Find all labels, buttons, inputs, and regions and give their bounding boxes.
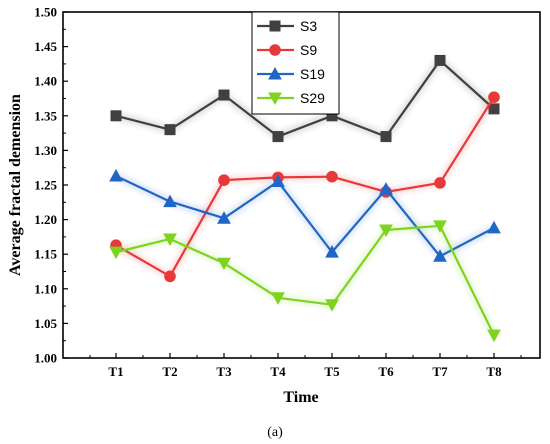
legend-entry-s19: S19 xyxy=(257,66,325,82)
legend-entry-s3: S3 xyxy=(257,18,317,34)
figure-caption: (a) xyxy=(267,425,283,440)
data-point-s9 xyxy=(218,174,230,186)
x-tick-label: T7 xyxy=(432,364,448,379)
legend-marker xyxy=(268,92,282,106)
data-point-s29 xyxy=(433,220,447,233)
series-s9 xyxy=(110,91,500,283)
data-point-s3 xyxy=(380,131,392,143)
data-point-s9 xyxy=(434,177,446,189)
legend-marker xyxy=(269,20,281,32)
data-point-s19 xyxy=(433,249,447,262)
series-s29 xyxy=(109,220,501,343)
legend-marker xyxy=(269,44,281,56)
data-point-s29 xyxy=(325,299,339,312)
y-tick-label: 1.40 xyxy=(34,74,57,89)
data-point-s29 xyxy=(109,246,123,260)
data-point-s29 xyxy=(379,224,393,238)
y-tick-label: 1.50 xyxy=(34,5,57,20)
x-axis-ticks: T1 T2 T3 T4 T5 T6 T7 T8 xyxy=(89,353,522,379)
x-axis-title: Time xyxy=(283,389,318,406)
y-tick-label: 1.45 xyxy=(34,39,57,54)
series-s19 xyxy=(109,168,501,262)
legend-marker xyxy=(268,66,282,80)
y-tick-label: 1.05 xyxy=(34,316,57,331)
x-tick-label: T1 xyxy=(108,364,123,379)
legend-entry-s9: S9 xyxy=(257,42,317,58)
x-tick-label: T4 xyxy=(270,364,286,379)
data-point-s3 xyxy=(110,110,122,122)
data-point-s9 xyxy=(326,170,338,183)
legend-label: S9 xyxy=(300,42,317,58)
data-point-s29 xyxy=(217,257,231,271)
series-line-s29 xyxy=(115,224,495,336)
x-tick-label: T6 xyxy=(378,364,394,379)
x-tick-label: T2 xyxy=(162,364,177,379)
data-point-s19 xyxy=(271,174,285,188)
y-tick-label: 1.15 xyxy=(34,247,57,262)
data-point-s3 xyxy=(434,54,446,66)
y-tick-label: 1.00 xyxy=(34,351,57,366)
series-line-s9 xyxy=(115,96,495,278)
data-point-s19 xyxy=(487,220,501,234)
y-tick-label: 1.10 xyxy=(34,281,57,296)
data-point-s3 xyxy=(272,131,284,143)
y-axis-title: Average fractal demension xyxy=(7,94,24,276)
series-line-s19 xyxy=(115,175,495,258)
data-point-s29 xyxy=(271,292,285,305)
data-point-s19 xyxy=(379,182,393,195)
legend-label: S3 xyxy=(300,18,317,34)
data-point-s9 xyxy=(488,91,500,103)
data-point-s19 xyxy=(109,168,123,182)
x-tick-label: T8 xyxy=(486,364,502,379)
series-line-s3 xyxy=(115,59,495,138)
series-s3 xyxy=(110,54,500,143)
y-axis-ticks: 1.00 1.05 1.10 1.15 1.20 1.25 1.30 1.35 1.40 1.45… xyxy=(34,5,68,366)
data-point-s29 xyxy=(487,329,501,343)
data-point-s3 xyxy=(218,89,230,101)
y-tick-label: 1.35 xyxy=(34,108,57,123)
series-layer xyxy=(109,54,501,343)
data-point-s19 xyxy=(163,194,177,208)
data-point-s9 xyxy=(164,270,176,283)
data-point-s3 xyxy=(164,124,176,136)
data-point-s19 xyxy=(325,245,339,258)
y-tick-label: 1.25 xyxy=(34,178,57,193)
x-tick-label: T3 xyxy=(216,364,232,379)
legend-entry-s29: S29 xyxy=(257,90,325,106)
plot-area: 1.00 1.05 1.10 1.15 1.20 1.25 1.30 1.35 1.40 1.45… xyxy=(34,5,541,379)
legend-label: S19 xyxy=(300,66,325,82)
y-tick-label: 1.30 xyxy=(34,143,57,158)
x-tick-label: T5 xyxy=(324,364,340,379)
y-tick-label: 1.20 xyxy=(34,212,57,227)
data-point-s29 xyxy=(163,233,177,247)
legend: S3 S9 S19 S29 xyxy=(251,11,340,115)
legend-label: S29 xyxy=(300,90,325,106)
data-point-s19 xyxy=(217,211,231,224)
